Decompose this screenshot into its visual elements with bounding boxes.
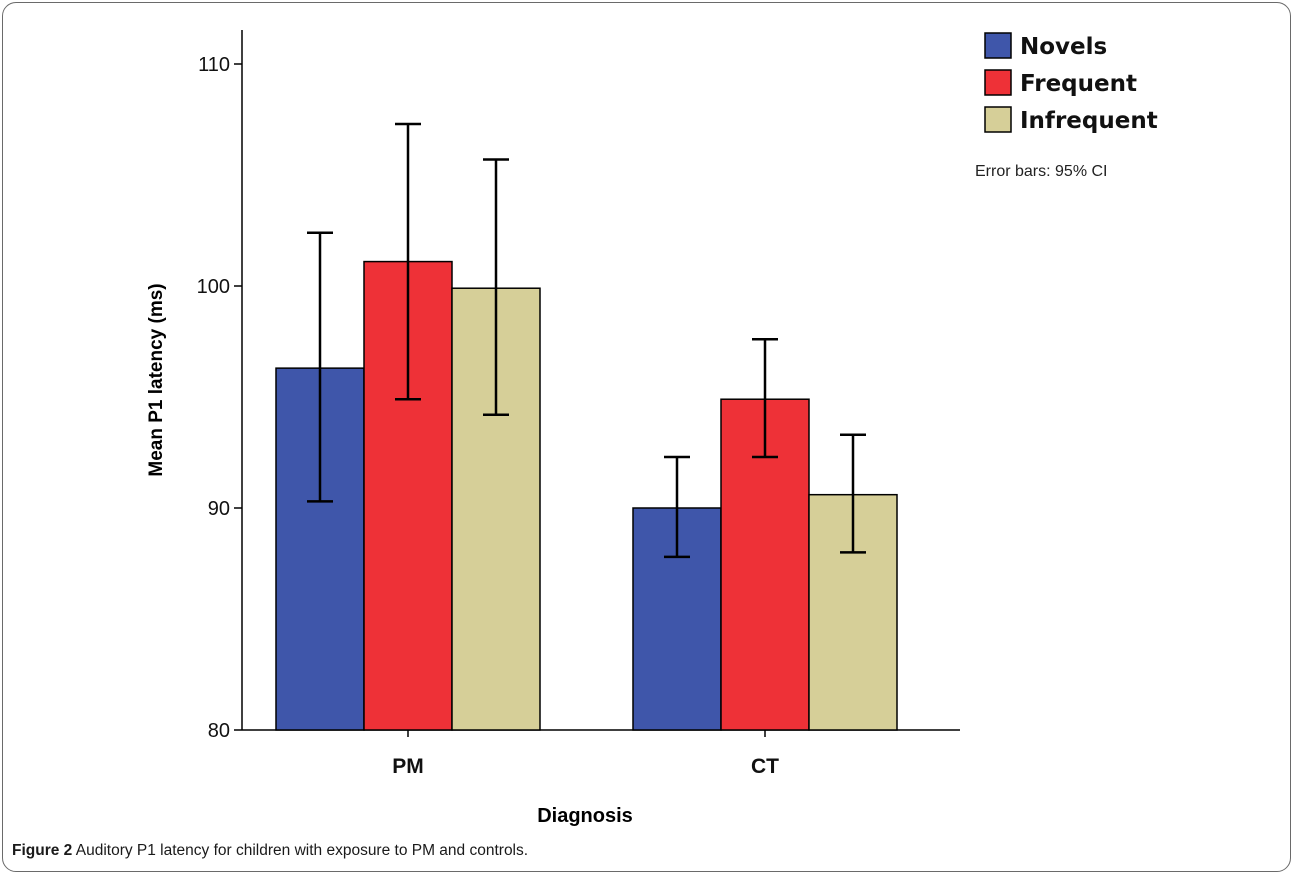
- legend-swatch-novels: [984, 32, 1012, 59]
- bars: [275, 260, 898, 731]
- legend-swatch-infrequent: [984, 106, 1012, 133]
- y-ticks: 80 90 100 110: [197, 54, 242, 742]
- error-bars: [307, 122, 866, 559]
- y-tick-label: 80: [208, 720, 230, 742]
- legend-swatch-frequent: [984, 69, 1012, 96]
- y-tick-label: 90: [208, 498, 230, 520]
- y-tick-label: 110: [198, 54, 230, 76]
- caption-text: Auditory P1 latency for children with ex…: [75, 842, 524, 859]
- legend-label-frequent: Frequent: [1020, 71, 1137, 97]
- y-tick-label: 100: [197, 276, 230, 298]
- legend-label-novels: Novels: [1020, 34, 1107, 60]
- legend: Novels Frequent Infrequent: [984, 32, 1158, 134]
- figure-caption: Figure 2 Auditory P1 latency for childre…: [12, 842, 529, 859]
- error-bar-note: Error bars: 95% CI: [975, 163, 1107, 180]
- legend-label-infrequent: Infrequent: [1020, 108, 1158, 134]
- y-axis-label: Mean P1 latency (ms): [146, 283, 167, 476]
- caption-label: Figure 2: [12, 842, 73, 859]
- x-axis-label: Diagnosis: [537, 805, 633, 827]
- x-tick-labels: PM CT: [392, 730, 779, 778]
- x-tick-label: PM: [392, 755, 424, 778]
- x-tick-label: CT: [751, 755, 779, 778]
